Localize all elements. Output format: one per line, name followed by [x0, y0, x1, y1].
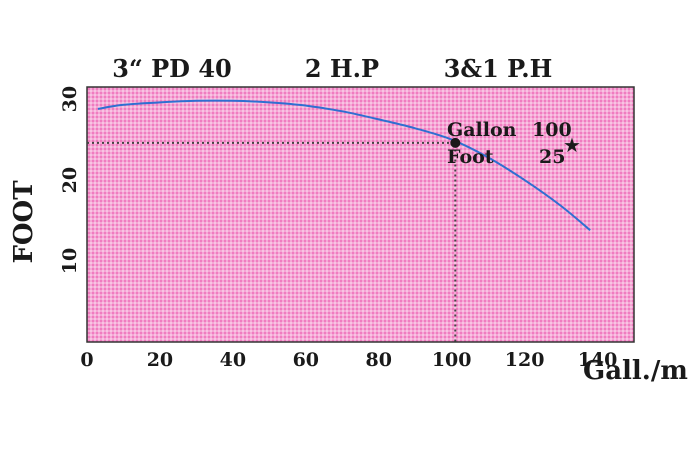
duty-point-guide [87, 141, 457, 342]
pump-model-label: 3“ PD 40 [112, 54, 231, 83]
plot-border [86, 86, 635, 343]
pump-phase-label: 3&1 P.H [444, 54, 553, 83]
duty-point-marker [450, 137, 461, 148]
x-tick-label: 140 [578, 349, 618, 371]
x-tick-label: 60 [293, 349, 319, 371]
y-tick-labels: 10 20 30 [59, 86, 81, 274]
grid-lines [87, 87, 634, 342]
star-icon: ★ [563, 133, 581, 157]
plot-area [86, 86, 635, 343]
x-tick-label: 40 [220, 349, 246, 371]
y-tick-label: 20 [59, 167, 81, 193]
gallon-value: 100 [532, 119, 572, 141]
x-tick-label: 20 [147, 349, 173, 371]
foot-label: Foot [447, 146, 494, 168]
y-tick-label: 10 [59, 248, 81, 274]
pump-curve-line [97, 99, 591, 232]
x-axis-label: Gall./m [583, 356, 688, 386]
gallon-label: Gallon [447, 119, 517, 141]
pump-power-label: 2 H.P [305, 54, 379, 83]
x-tick-labels: 0 20 40 60 80 100 120 140 [80, 349, 617, 371]
y-tick-label: 30 [59, 86, 81, 112]
y-axis-label: FOOT [9, 180, 39, 264]
x-tick-label: 120 [505, 349, 545, 371]
x-tick-label: 80 [366, 349, 392, 371]
foot-value: 25 [539, 146, 565, 168]
x-tick-label: 100 [432, 349, 472, 371]
x-tick-label: 0 [80, 349, 93, 371]
